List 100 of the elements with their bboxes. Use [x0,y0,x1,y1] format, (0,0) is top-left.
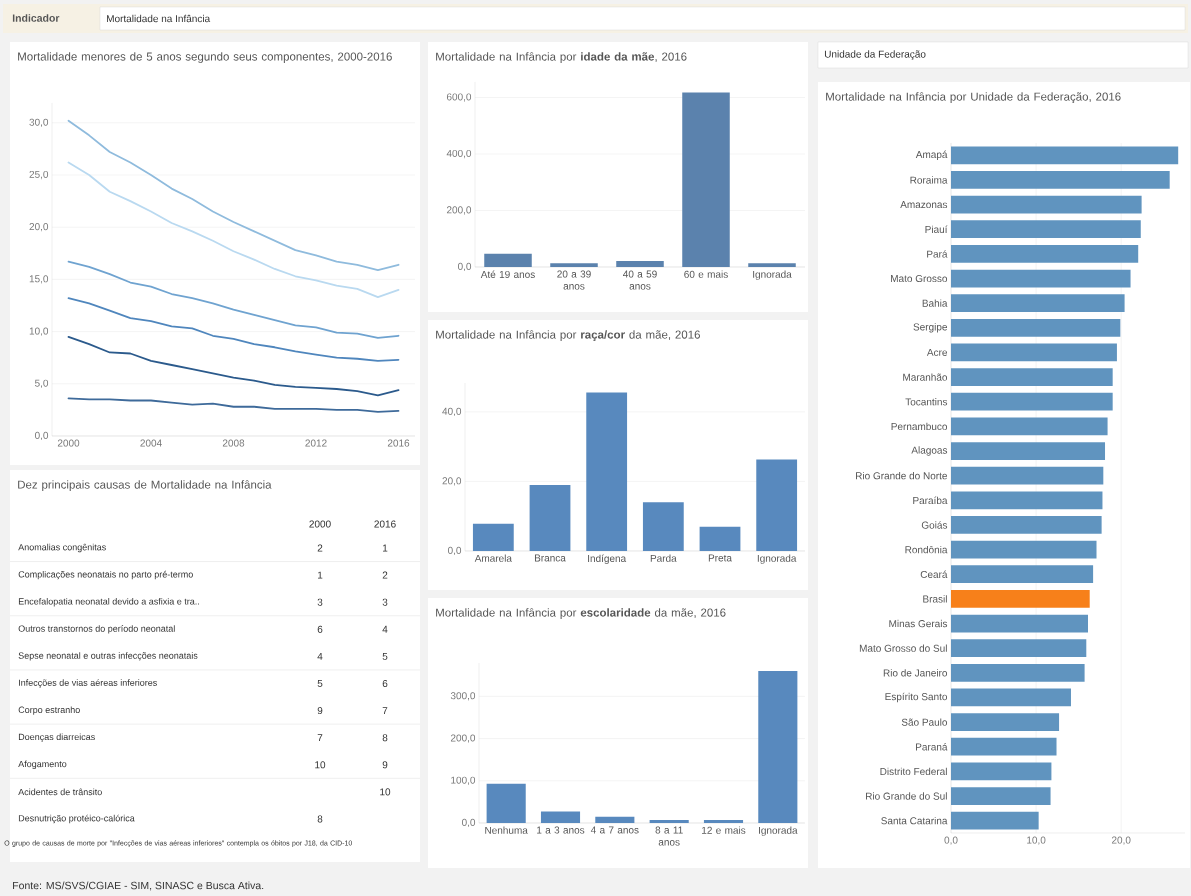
bar [649,820,689,823]
bar [951,466,1104,485]
x-tick-label: 1 a 3 anos [537,826,585,834]
chart-title: Mortalidade na Infância por Unidade da Federação, 2016 [826,92,1121,103]
series-label: 2000 [309,520,331,528]
line-series [67,161,400,299]
bar [758,671,798,823]
data-label: 6 [382,679,388,688]
y-tick-label: Maranhão [903,373,948,381]
y-tick-label: Rondônia [905,545,948,554]
bar [951,639,1087,658]
category-label: Outros transtornos do período neonatal [18,625,175,634]
y-tick-label: Tocantins [905,398,948,406]
y-tick-label: Mato Grosso [891,274,948,283]
y-tick-label: 15,0 [29,275,49,284]
bar [951,343,1117,362]
x-tick-label: Indígena [588,554,627,564]
y-tick-label: 300,0 [450,692,476,701]
source-note: Fonte: MS/SVS/CGIAE - SIM, SINASC e Busca Ativa. [13,881,264,891]
data-label: 7 [382,707,388,715]
bar [699,526,741,551]
x-tick-label: Nenhuma [485,826,528,834]
category-label: Afogamento [18,760,67,769]
bar [951,294,1125,313]
bar [951,392,1113,411]
x-tick-label: Até 19 anos [480,270,535,278]
data-label: 1 [383,544,388,552]
bar [951,245,1139,263]
bar [703,820,744,823]
bar [595,816,635,823]
bar [951,220,1141,239]
bar [951,368,1113,386]
data-label: 6 [317,625,323,633]
bar [951,146,1179,165]
y-tick-label: 10,0 [29,327,49,336]
text: 2016 [374,520,396,528]
category-label: Sepse neonatal e outras infecções neonatais [18,652,198,661]
x-tick-label: 12 e mais [702,826,746,834]
text: Mortalidade na Infância [107,14,211,23]
bar [951,195,1142,214]
bar [951,762,1052,781]
bar [486,783,526,823]
y-tick-label: Espírito Santo [885,692,948,703]
x-tick-label: 10,0 [1027,836,1046,845]
y-tick-label: 40,0 [442,407,462,416]
data-label: 3 [317,598,323,606]
data-label: 5 [317,679,323,687]
x-tick-label: 60 e mais [684,270,728,278]
chart-title: Mortalidade na Infância por raça/cor da mãe, 2016 [436,330,700,341]
data-label: 9 [382,761,388,769]
x-tick-label: 8 a 11 anos [655,826,683,846]
y-tick-label: Bahia [922,299,948,307]
data-label: 1 [318,571,323,579]
bar [951,787,1051,805]
text: Dez principais causas de Mortalidade na Infância [18,480,272,491]
data-label: 5 [382,652,388,660]
category-label: Encefalopatia neonatal devido a asfixia e tra.. [18,597,199,607]
bar [951,811,1039,830]
y-tick-label: Amapá [915,150,948,161]
data-label: 8 [317,815,323,823]
chart-title: Mortalidade menores de 5 anos segundo seus componentes, 2000-2016 [18,52,392,63]
y-tick-label: Brasil [923,595,947,603]
data-label: 2 [317,544,323,552]
bar [472,523,514,551]
y-tick-label: Rio de Janeiro [883,669,948,677]
y-tick-label: 20,0 [29,223,49,232]
bar [748,263,796,267]
x-tick-label: 2016 [387,439,410,447]
y-tick-label: Alagoas [911,446,948,456]
bar [951,318,1121,337]
y-tick-label: Paraíba [913,496,948,505]
bar [951,491,1103,510]
bar [951,614,1088,633]
y-tick-label: Minas Gerais [889,619,948,628]
y-tick-label: Roraima [910,176,948,184]
bar [951,590,1090,608]
category-label: Acidentes de trânsito [18,788,102,796]
bar [951,663,1085,682]
x-tick-label: 2000 [57,439,80,447]
y-tick-label: 30,0 [29,118,49,127]
data-label: 10 [380,788,391,796]
x-tick-label: Ignorada [753,270,792,280]
y-tick-label: 400,0 [446,149,472,159]
x-tick-label: 40 a 59 anos [623,270,657,290]
x-tick-label: 4 a 7 anos [590,826,639,834]
bar [951,688,1071,707]
y-tick-label: Mato Grosso do Sul [859,644,947,652]
chart-title: Mortalidade na Infância por escolaridade da mãe, 2016 [436,608,726,619]
y-tick-label: Rio Grande do Norte [856,472,947,480]
bar [550,263,598,267]
x-tick-label: 2008 [222,439,245,447]
x-tick-label: 20,0 [1111,836,1131,845]
bar [540,811,581,823]
text: Indicador [12,14,60,22]
bar [951,540,1097,559]
data-label: 3 [382,598,388,606]
data-label: 10 [315,761,326,769]
x-tick-label: Parda [650,554,677,562]
category-label: Infecções de vias aéreas inferiores [19,679,157,688]
x-tick-label: 2004 [140,439,162,447]
